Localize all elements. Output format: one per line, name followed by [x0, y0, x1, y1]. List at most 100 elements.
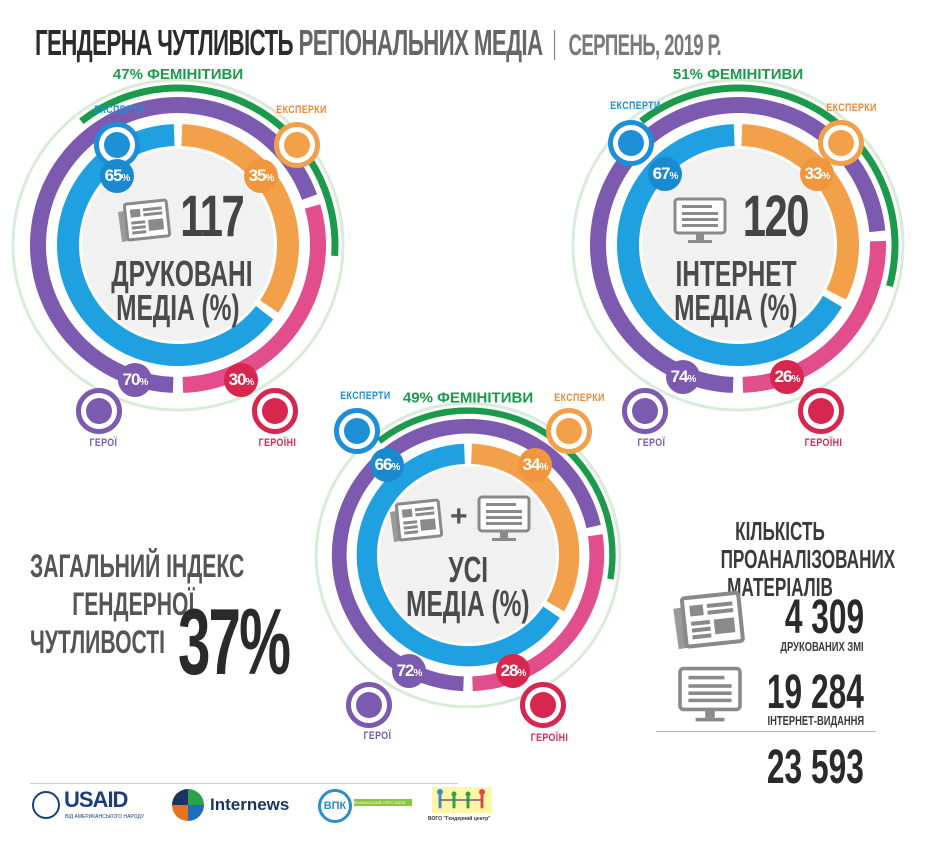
print-experts-female-arc	[181, 124, 299, 313]
newspaper-icon	[666, 590, 748, 652]
print-ring-title: ДРУКОВАНІ МЕДІА (%)	[78, 256, 278, 326]
heroes-male-label: ГЕРОЇ	[637, 437, 666, 449]
online-heroes-female-pct: 26%	[770, 360, 804, 394]
page-title: ГЕНДЕРНА ЧУТЛИВІСТЬ РЕГІОНАЛЬНИХ МЕДІА СЕ…	[35, 22, 722, 64]
print-outer-ring	[11, 78, 345, 412]
all-title-line1: УСІ	[448, 549, 488, 590]
materials-divider	[656, 731, 876, 732]
experts-male-label: ЕКСПЕРТИ	[340, 390, 391, 402]
usaid-subtitle: ВІД АМЕРИКАНСЬКОГО НАРОДУ	[65, 814, 145, 820]
all-experts-female-arc	[470, 443, 580, 612]
print-experts-female-pct: 35%	[244, 159, 278, 193]
vpk-logo: ВПК ВОЛИНСЬКИЙ ПРЕС-КЛУБ	[318, 785, 418, 831]
index-line3: ЧУТЛИВОСТІ	[30, 624, 166, 660]
heroes-female-avatar	[520, 682, 566, 728]
heroes-male-avatar	[346, 682, 392, 728]
materials-title-line1: КІЛЬКІСТЬ	[735, 516, 825, 546]
print-heroes-female-pct: 30%	[224, 363, 258, 397]
usaid-seal-icon	[32, 791, 60, 819]
all-feminitives-label: 49% ФЕМІНІТИВИ	[403, 389, 533, 406]
experts-female-avatar	[546, 408, 592, 454]
gender-index-value: 37%	[178, 589, 291, 694]
materials-title-line2: ПРОАНАЛІЗОВАНИХ	[720, 544, 896, 574]
heroes-male-avatar	[76, 388, 122, 434]
all-ring-center: +	[386, 494, 556, 554]
newspaper-icon	[386, 498, 444, 544]
online-outer-ring	[571, 78, 905, 412]
all-outer-ring	[314, 401, 622, 709]
experts-female-avatar	[818, 120, 864, 166]
online-title-line2: МЕДІА (%)	[674, 287, 798, 328]
print-experts-male-pct: 65%	[100, 159, 134, 193]
heroes-female-label: ГЕРОЇНІ	[530, 732, 569, 744]
print-heroes-male-arc	[30, 97, 318, 393]
print-heroes-female-arc	[182, 204, 326, 393]
online-experts-female-pct: 33%	[800, 157, 834, 191]
people-icon	[432, 787, 492, 813]
title-divider	[553, 30, 555, 61]
heroes-male-label: ГЕРОЇ	[89, 437, 118, 449]
heroes-female-avatar	[252, 388, 298, 434]
index-line2: ГЕНДЕРНОЇ	[72, 586, 195, 622]
print-feminitives-label: 47% ФЕМІНІТИВИ	[113, 66, 243, 83]
experts-male-label: ЕКСПЕРТИ	[610, 100, 661, 112]
all-ring-title: УСІ МЕДІА (%)	[368, 552, 568, 622]
experts-male-avatar	[608, 120, 654, 166]
online-feminitives-label: 51% ФЕМІНІТИВИ	[673, 66, 803, 83]
online-materials-caption: ІНТЕРНЕТ-ВИДАННЯ	[767, 713, 864, 728]
online-experts-female-arc	[741, 124, 859, 300]
internews-icon	[172, 789, 204, 821]
date-label: СЕРПЕНЬ, 2019 Р.	[568, 29, 722, 62]
title-light: РЕГІОНАЛЬНИХ МЕДІА	[298, 22, 544, 63]
newspaper-icon	[114, 198, 172, 242]
print-title-line1: ДРУКОВАНІ	[111, 253, 253, 294]
print-title-line2: МЕДІА (%)	[116, 287, 240, 328]
print-heroes-male-pct: 70%	[118, 363, 152, 397]
internews-logo: Internews	[172, 785, 302, 831]
experts-male-label: ЕКСПЕРТИ	[94, 104, 145, 116]
print-media-count: 117	[180, 184, 244, 249]
all-title-line2: МЕДІА (%)	[406, 583, 530, 624]
all-experts-male-arc	[356, 443, 560, 667]
experts-female-label: ЕКСПЕРКИ	[554, 392, 605, 404]
experts-female-label: ЕКСПЕРКИ	[826, 102, 877, 114]
all-heroes-male-pct: 72%	[392, 654, 426, 688]
vpk-text: ВПК	[323, 800, 347, 812]
print-center-disc	[82, 149, 274, 341]
usaid-text: USAID	[64, 787, 128, 812]
heroes-female-label: ГЕРОЇНІ	[258, 437, 297, 449]
index-line1: ЗАГАЛЬНИЙ ІНДЕКС	[30, 548, 245, 584]
experts-female-avatar	[274, 122, 320, 168]
partner-logos: USAID ВІД АМЕРИКАНСЬКОГО НАРОДУ Internew…	[30, 785, 520, 835]
internews-text: Internews	[210, 795, 290, 814]
all-heroes-female-pct: 28%	[496, 654, 530, 688]
gender-index-block: ЗАГАЛЬНИЙ ІНДЕКС ГЕНДЕРНОЇ ЧУТЛИВОСТІ	[30, 548, 355, 662]
print-materials-count: 4 309	[784, 591, 864, 644]
plus-sign: +	[450, 500, 468, 533]
usaid-logo: USAID ВІД АМЕРИКАНСЬКОГО НАРОДУ	[32, 785, 152, 831]
print-feminitives-arc	[79, 84, 339, 257]
online-title-line1: ІНТЕРНЕТ	[675, 253, 797, 294]
all-feminitives-arc	[377, 407, 616, 580]
heroes-female-label: ГЕРОЇНІ	[804, 437, 843, 449]
online-ring-title: ІНТЕРНЕТ МЕДІА (%)	[636, 256, 836, 326]
all-experts-male-pct: 66%	[370, 448, 404, 482]
title-bold: ГЕНДЕРНА ЧУТЛИВІСТЬ	[35, 22, 294, 63]
heroes-male-avatar	[622, 388, 668, 434]
total-materials-count: 23 593	[767, 741, 864, 794]
monitor-icon	[672, 196, 728, 246]
monitor-icon	[476, 494, 532, 544]
online-heroes-male-pct: 74%	[666, 360, 700, 394]
online-experts-male-pct: 67%	[648, 157, 682, 191]
monitor-icon	[676, 665, 744, 725]
materials-title: КІЛЬКІСТЬ ПРОАНАЛІЗОВАНИХ МАТЕРІАЛІВ	[690, 516, 896, 601]
online-feminitives-arc	[639, 84, 899, 288]
experts-male-avatar	[94, 122, 140, 168]
experts-male-avatar	[334, 408, 380, 454]
heroes-male-label: ГЕРОЇ	[363, 730, 392, 742]
gender-center-logo: ВОГО "Гендерний центр"	[428, 785, 500, 831]
all-experts-female-pct: 34%	[518, 448, 552, 482]
print-materials-caption: ДРУКОВАНИХ ЗМІ	[780, 639, 864, 654]
vpk-subtitle: ВОЛИНСЬКИЙ ПРЕС-КЛУБ	[354, 799, 412, 806]
gender-center-text: ВОГО "Гендерний центр"	[428, 816, 491, 822]
